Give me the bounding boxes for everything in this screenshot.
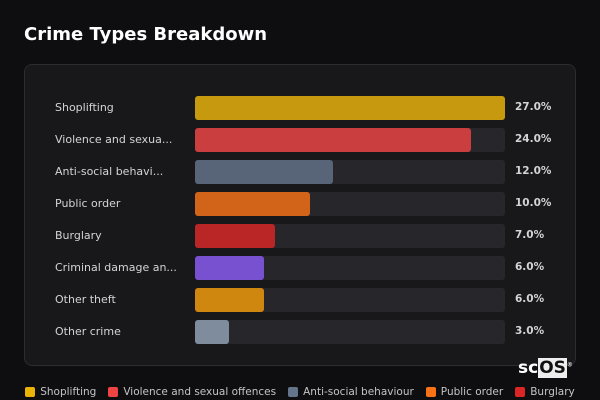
chart-panel: Shoplifting 27.0% Violence and sexua... 2… xyxy=(24,64,576,366)
bar-track xyxy=(195,128,505,152)
bar-value-label: 24.0% xyxy=(515,133,552,145)
bar-label: Burglary xyxy=(55,229,102,242)
bar-row: Other theft 6.0% xyxy=(25,288,575,312)
bar-track xyxy=(195,192,505,216)
bar-value-label: 7.0% xyxy=(515,229,545,241)
bar-track xyxy=(195,288,505,312)
chart-title: Crime Types Breakdown xyxy=(24,24,268,45)
legend-item[interactable]: Anti-social behaviour xyxy=(288,386,414,398)
bar[interactable] xyxy=(195,288,264,312)
bar-value-label: 6.0% xyxy=(515,261,545,273)
legend-swatch xyxy=(25,387,36,397)
bar[interactable] xyxy=(195,192,310,216)
bar-value-label: 27.0% xyxy=(515,101,552,113)
bar-label: Criminal damage an... xyxy=(55,261,177,274)
legend-swatch xyxy=(515,387,526,397)
bar-value-label: 12.0% xyxy=(515,165,552,177)
legend-item[interactable]: Public order xyxy=(425,386,504,398)
bar-label: Public order xyxy=(55,197,121,210)
bar-row: Other crime 3.0% xyxy=(25,320,575,344)
bar[interactable] xyxy=(195,160,333,184)
bar-row: Shoplifting 27.0% xyxy=(25,96,575,120)
bar-row: Criminal damage an... 6.0% xyxy=(25,256,575,280)
legend-label: Burglary xyxy=(530,386,575,398)
bar-label: Shoplifting xyxy=(55,101,114,114)
legend-label: Shoplifting xyxy=(40,386,97,398)
bar[interactable] xyxy=(195,320,230,344)
bar-track xyxy=(195,224,505,248)
bar-value-label: 3.0% xyxy=(515,325,545,337)
bar-row: Burglary 7.0% xyxy=(25,224,575,248)
bar-value-label: 10.0% xyxy=(515,197,552,209)
bar-row: Anti-social behavi... 12.0% xyxy=(25,160,575,184)
bar-label: Other crime xyxy=(55,325,121,338)
legend-item[interactable]: Shoplifting xyxy=(25,386,96,398)
bar-label: Anti-social behavi... xyxy=(55,165,164,178)
legend-swatch xyxy=(425,387,436,397)
chart-legend: Shoplifting Violence and sexual offences A… xyxy=(0,386,600,398)
bar-track xyxy=(195,256,505,280)
bar-track xyxy=(195,160,505,184)
bar-value-label: 6.0% xyxy=(515,293,545,305)
bar-track xyxy=(195,96,505,120)
legend-label: Anti-social behaviour xyxy=(303,386,414,398)
bar[interactable] xyxy=(195,256,264,280)
bar-label: Violence and sexua... xyxy=(55,133,173,146)
bar-label: Other theft xyxy=(55,293,116,306)
bar-track xyxy=(195,320,505,344)
bar[interactable] xyxy=(195,128,471,152)
legend-item[interactable]: Burglary xyxy=(515,386,575,398)
legend-label: Violence and sexual offences xyxy=(123,386,277,398)
legend-item[interactable]: Violence and sexual offences xyxy=(108,386,276,398)
legend-swatch xyxy=(288,387,299,397)
bar[interactable] xyxy=(195,224,276,248)
bar-row: Public order 10.0% xyxy=(25,192,575,216)
scos-logo: scOS® xyxy=(518,358,573,378)
legend-swatch xyxy=(108,387,119,397)
bar-row: Violence and sexua... 24.0% xyxy=(25,128,575,152)
bar[interactable] xyxy=(195,96,505,120)
legend-label: Public order xyxy=(440,386,504,398)
